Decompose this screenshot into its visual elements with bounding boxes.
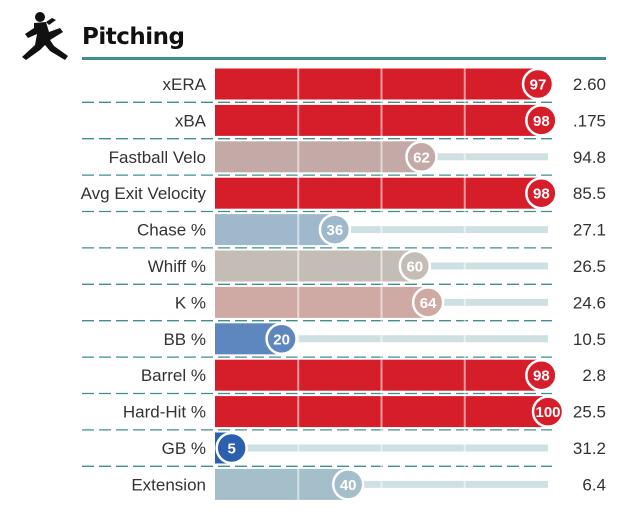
percentile-circle	[318, 213, 352, 246]
percentile-circle	[398, 249, 432, 283]
percentile-circle	[525, 358, 558, 392]
percentile-circle	[531, 395, 565, 428]
metric-label: Extension	[131, 475, 206, 494]
metric-label: xERA	[163, 75, 207, 94]
metric-value: 2.8	[582, 366, 606, 385]
percentile-bar	[215, 250, 415, 282]
metric-value: 10.5	[573, 330, 606, 349]
percentile-label: 100	[535, 404, 560, 421]
pitcher-silhouette-icon	[22, 12, 68, 60]
percentile-circle	[525, 104, 558, 137]
metric-value: 26.5	[573, 257, 606, 276]
percentile-label: 62	[413, 149, 430, 166]
percentile-circle	[411, 286, 445, 319]
metric-value: 85.5	[573, 184, 606, 203]
metric-value: 27.1	[573, 221, 606, 240]
chart-header: Pitching	[0, 0, 628, 64]
header-divider	[82, 57, 606, 60]
percentile-circle	[215, 431, 248, 465]
percentile-label: 97	[530, 77, 547, 94]
metric-label: Hard-Hit %	[123, 403, 206, 422]
metric-label: xBA	[175, 111, 207, 130]
metric-value: 2.60	[573, 75, 606, 94]
metric-label: Barrel %	[141, 366, 206, 385]
percentile-label: 20	[273, 331, 290, 348]
percentile-bar	[215, 141, 422, 173]
chart-title: Pitching	[82, 24, 185, 50]
metric-label: Chase %	[137, 221, 206, 240]
metric-value: 24.6	[573, 293, 606, 312]
metric-label: Fastball Velo	[109, 148, 206, 167]
percentile-label: 60	[406, 259, 423, 276]
metric-value: .175	[573, 111, 606, 130]
percentile-bar	[215, 68, 539, 100]
percentile-circle	[331, 468, 365, 501]
percentile-bar	[215, 468, 349, 500]
percentile-circle	[405, 140, 438, 174]
metric-label: Whiff %	[148, 257, 206, 276]
metric-value: 6.4	[582, 475, 606, 494]
percentile-bar	[215, 104, 542, 136]
percentile-label: 98	[533, 113, 550, 130]
percentile-label: 36	[327, 222, 344, 239]
percentile-label: 64	[420, 295, 437, 312]
metric-label: GB %	[162, 439, 206, 458]
percentile-label: 5	[227, 441, 235, 458]
percentile-circle	[265, 322, 298, 356]
percentile-circle	[525, 176, 558, 210]
percentile-bar	[215, 214, 335, 246]
percentile-bar	[215, 286, 429, 318]
metric-label: BB %	[163, 330, 206, 349]
percentile-label: 40	[340, 477, 357, 494]
percentile-bar	[215, 359, 542, 391]
percentile-label: 98	[533, 186, 550, 203]
percentile-bar	[215, 177, 542, 209]
metric-label: Avg Exit Velocity	[81, 184, 207, 203]
metric-value: 94.8	[573, 148, 606, 167]
metric-value: 31.2	[573, 439, 606, 458]
metric-label: K %	[175, 293, 206, 312]
metric-value: 25.5	[573, 403, 606, 422]
percentile-circle	[521, 67, 555, 101]
percentile-label: 98	[533, 368, 550, 385]
